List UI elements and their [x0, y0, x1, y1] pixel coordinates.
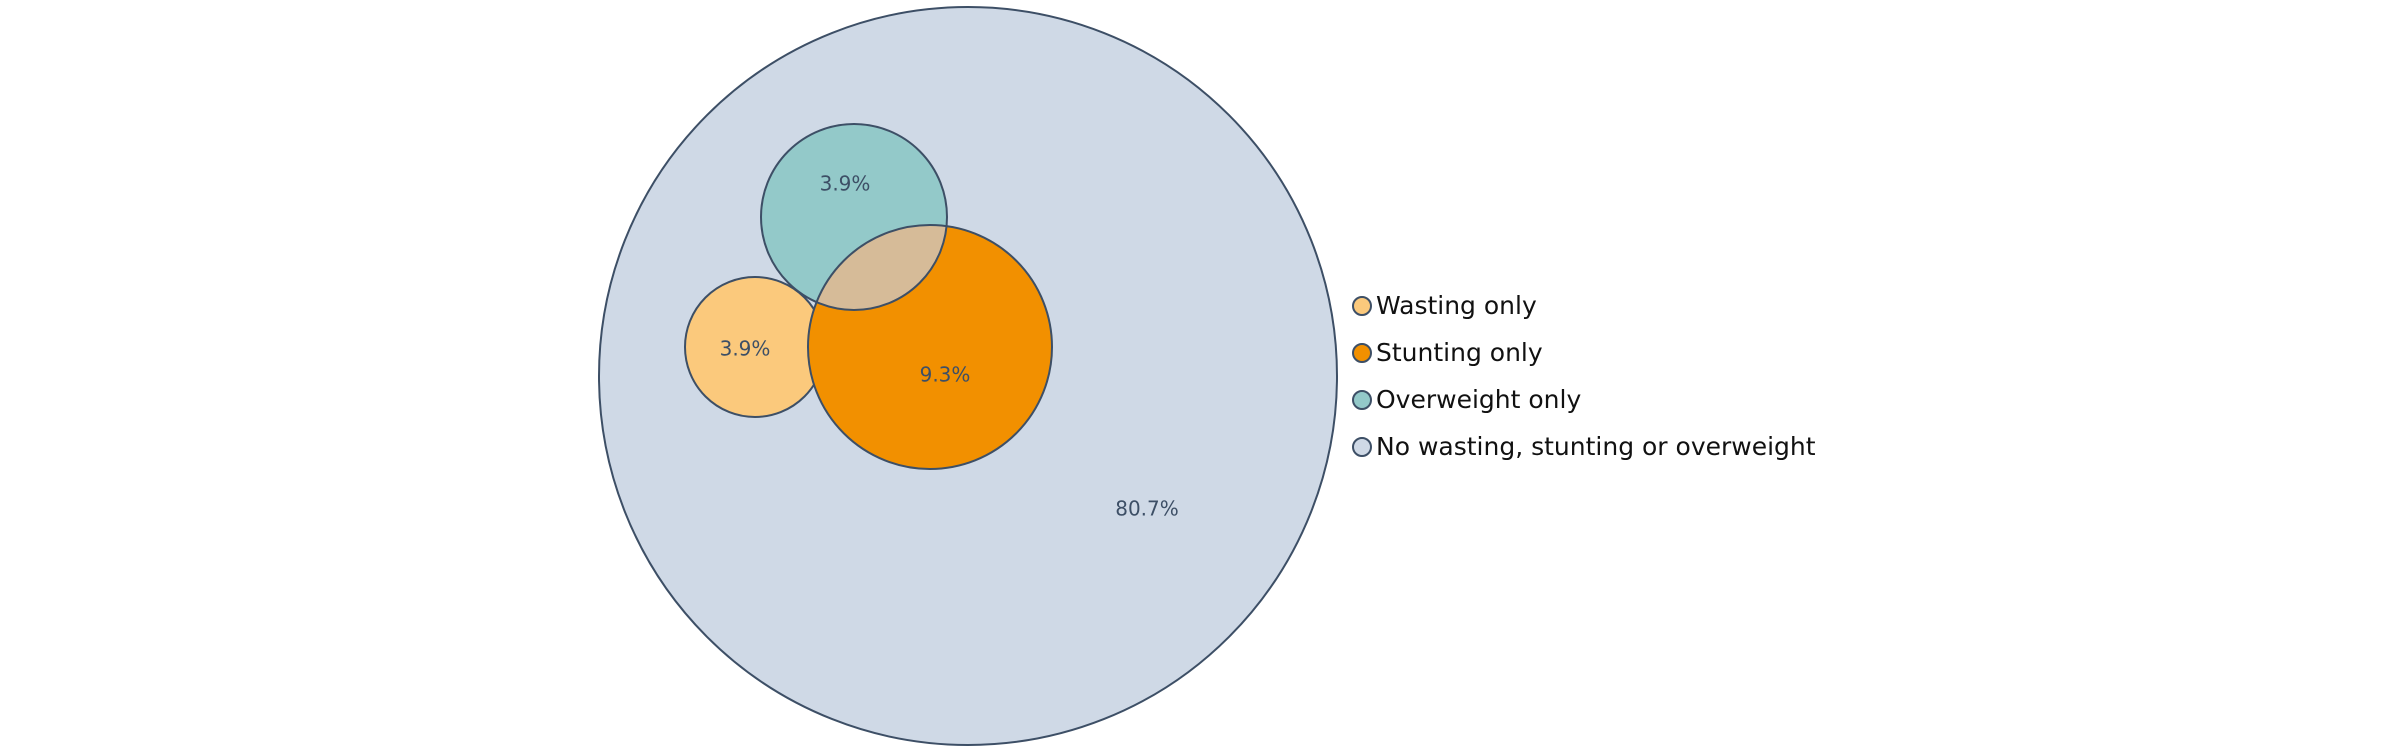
- legend-swatch-stunting: [1352, 343, 1372, 363]
- legend-swatch-overweight: [1352, 390, 1372, 410]
- legend-item-stunting: Stunting only: [1352, 338, 1543, 367]
- label-overweight: 3.9%: [820, 172, 871, 196]
- venn-value-labels: 3.9% 9.3% 3.9% 80.7%: [720, 172, 1179, 521]
- legend-swatch-none: [1352, 437, 1372, 457]
- legend-swatch-wasting: [1352, 296, 1372, 316]
- legend-label-wasting: Wasting only: [1376, 291, 1537, 320]
- venn-circles: [598, 6, 1338, 746]
- legend-label-none: No wasting, stunting or overweight: [1376, 432, 1816, 461]
- legend-item-overweight: Overweight only: [1352, 385, 1581, 414]
- legend-item-none: No wasting, stunting or overweight: [1352, 432, 1816, 461]
- legend-item-wasting: Wasting only: [1352, 291, 1537, 320]
- overlap-stunting-overweight: [808, 225, 947, 310]
- legend-label-overweight: Overweight only: [1376, 385, 1581, 414]
- label-wasting: 3.9%: [720, 337, 771, 361]
- circle-stunting-outline: [807, 224, 1053, 470]
- label-stunting: 9.3%: [920, 363, 971, 387]
- legend: Wasting only Stunting only Overweight on…: [1352, 291, 1816, 461]
- label-none: 80.7%: [1115, 497, 1179, 521]
- legend-label-stunting: Stunting only: [1376, 338, 1543, 367]
- circle-overweight-outline: [760, 123, 948, 311]
